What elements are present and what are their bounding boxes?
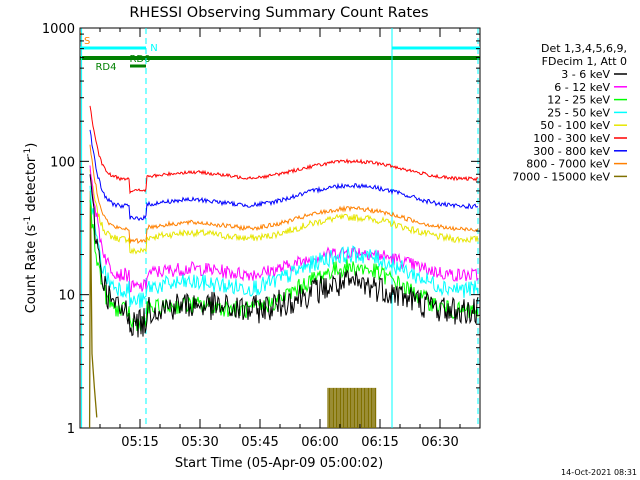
axes: 1 10 100 1000 05:15 05:30 05:45 06:00 06:15 06:30 bbox=[42, 22, 481, 450]
series-line bbox=[89, 200, 479, 332]
series-300-800-kev bbox=[89, 129, 479, 222]
x-tick-label: 05:30 bbox=[181, 435, 218, 450]
flag-label: S bbox=[84, 36, 90, 47]
series-line bbox=[89, 129, 479, 222]
x-tick-label: 06:00 bbox=[301, 435, 338, 450]
legend-label: 50 - 100 keV bbox=[540, 119, 610, 132]
series-100-300-kev bbox=[89, 105, 479, 195]
series-line bbox=[89, 165, 479, 293]
series-6-12-kev bbox=[89, 165, 479, 293]
legend-label: 100 - 300 keV bbox=[533, 132, 610, 145]
x-axis-label: Start Time (05-Apr-09 05:00:02) bbox=[175, 456, 383, 471]
y-axis-label: Count Rate (s-1 detector-1) bbox=[23, 143, 39, 314]
x-tick-label: 05:45 bbox=[241, 435, 278, 450]
series-line bbox=[89, 174, 479, 338]
x-tick-label: 06:15 bbox=[361, 435, 398, 450]
plot-frame bbox=[79, 27, 481, 429]
series-50-100-kev bbox=[89, 169, 479, 255]
legend-label: 6 - 12 keV bbox=[554, 81, 610, 94]
series-12-25-kev bbox=[89, 200, 479, 332]
series-line bbox=[89, 169, 479, 255]
legend-label: 12 - 25 keV bbox=[547, 94, 610, 107]
legend-header-line1: Det 1,3,4,5,6,9, bbox=[541, 42, 627, 55]
y-tick-label: 100 bbox=[50, 155, 75, 170]
legend-label: 800 - 7000 keV bbox=[526, 158, 610, 171]
x-tick-label: 05:15 bbox=[121, 435, 158, 450]
legend-label: 7000 - 15000 keV bbox=[512, 170, 610, 183]
legend-label: 3 - 6 keV bbox=[561, 68, 610, 81]
timestamp: 14-Oct-2021 08:31 bbox=[561, 468, 637, 477]
series-line bbox=[89, 105, 479, 195]
series-800-7000-kev bbox=[89, 144, 479, 245]
series-line bbox=[89, 185, 479, 309]
flag-label: N bbox=[150, 43, 157, 54]
flag-label: RD0 bbox=[129, 54, 150, 65]
x-tick-label: 06:30 bbox=[421, 435, 458, 450]
flag-label: RD4 bbox=[95, 62, 116, 73]
series-line bbox=[88, 190, 98, 429]
y-tick-label: 10 bbox=[58, 289, 75, 304]
legend-header-line2: FDecim 1, Att 0 bbox=[542, 55, 627, 68]
y-tick-label: 1 bbox=[67, 422, 75, 437]
series-25-50-kev bbox=[89, 185, 479, 309]
legend-label: 300 - 800 keV bbox=[533, 145, 610, 158]
series-3-6-kev bbox=[89, 174, 479, 338]
series-7000-15000-kev bbox=[88, 190, 377, 429]
legend-label: 25 - 50 keV bbox=[547, 106, 610, 119]
y-tick-label: 1000 bbox=[42, 22, 75, 37]
series-line bbox=[89, 144, 479, 245]
series-lines bbox=[88, 105, 479, 429]
chart-title: RHESSI Observing Summary Count Rates bbox=[129, 5, 428, 21]
